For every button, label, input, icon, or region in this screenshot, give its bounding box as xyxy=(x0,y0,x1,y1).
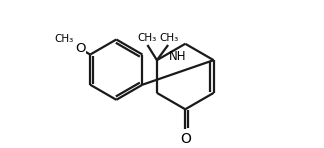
Text: CH₃: CH₃ xyxy=(137,33,156,43)
Text: O: O xyxy=(180,132,191,146)
Text: CH₃: CH₃ xyxy=(54,34,73,44)
Text: O: O xyxy=(75,42,85,55)
Text: NH: NH xyxy=(169,50,187,63)
Text: CH₃: CH₃ xyxy=(159,33,179,43)
